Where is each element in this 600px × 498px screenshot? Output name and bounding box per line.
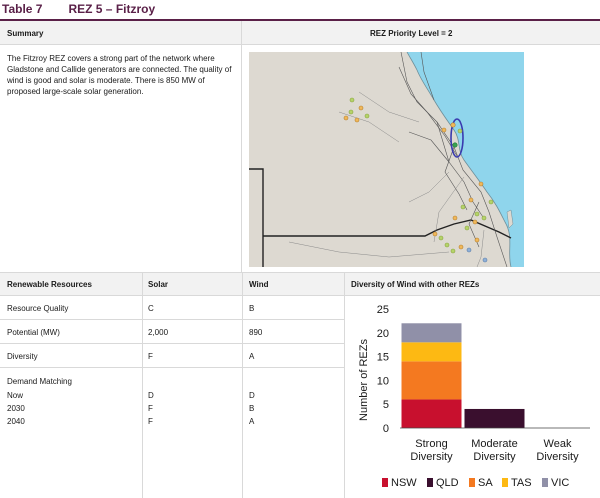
bar-segment-nsw: [401, 399, 462, 428]
summary-header: Summary: [7, 29, 44, 38]
legend-swatch-nsw: [382, 478, 388, 487]
table-cell-solar: F: [148, 417, 153, 426]
x-tick-label: Strong Diversity: [410, 438, 453, 463]
table-row-label: Diversity: [7, 352, 38, 361]
column-divider: [241, 21, 242, 272]
table-row-label: Now: [7, 391, 24, 400]
y-tick-label: 25: [377, 304, 389, 316]
diversity-header: Diversity of Wind with other REZs: [351, 280, 480, 289]
x-tick-label: Moderate Diversity: [471, 438, 517, 463]
title-underline: [0, 19, 600, 21]
table-title: Table 7 REZ 5 – Fitzroy: [0, 0, 600, 18]
bar-segment-tas: [401, 342, 462, 362]
legend-label: SA: [478, 477, 493, 489]
y-tick-label: 20: [377, 328, 389, 340]
table-cell-solar: 2,000: [148, 328, 169, 337]
column-divider: [142, 273, 143, 498]
table-cell-wind: B: [249, 304, 255, 313]
table-row-label: Resource Quality: [7, 304, 69, 313]
legend-label: QLD: [436, 477, 459, 489]
rez-map: [249, 52, 524, 267]
divider: [0, 295, 600, 296]
legend-label: NSW: [391, 477, 417, 489]
summary-text: The Fitzroy REZ covers a strong part of …: [7, 54, 232, 96]
y-tick-label: 10: [377, 375, 389, 387]
table-cell-wind: A: [249, 417, 255, 426]
legend-swatch-vic: [542, 478, 548, 487]
state-border: [249, 168, 264, 267]
bar-segment-sa: [401, 361, 462, 400]
y-axis-label: Number of REZs: [358, 339, 370, 421]
table-cell-solar: F: [148, 352, 153, 361]
legend-label: TAS: [511, 477, 532, 489]
resources-header: Renewable Resources: [7, 280, 92, 289]
demand-label: Demand Matching: [7, 377, 72, 386]
priority-level: REZ Priority Level = 2: [370, 29, 453, 38]
table-row-label: 2030: [7, 404, 25, 413]
table-cell-solar: F: [148, 404, 153, 413]
table-row-label: 2040: [7, 417, 25, 426]
table-row-label: Potential (MW): [7, 328, 60, 337]
table-cell-wind: A: [249, 352, 255, 361]
wind-header: Wind: [249, 280, 269, 289]
legend-swatch-qld: [427, 478, 433, 487]
table-cell-wind: 890: [249, 328, 263, 337]
y-tick-label: 5: [383, 399, 389, 411]
legend-swatch-sa: [469, 478, 475, 487]
table-name: REZ 5 – Fitzroy: [68, 2, 156, 16]
divider: [0, 343, 345, 344]
divider: [0, 319, 345, 320]
column-divider: [344, 273, 345, 498]
table-cell-solar: D: [148, 391, 154, 400]
summary-header-band: [0, 21, 600, 44]
table-cell-wind: D: [249, 391, 255, 400]
bar-segment-qld: [464, 408, 525, 428]
legend-label: VIC: [551, 477, 569, 489]
table-cell-solar: C: [148, 304, 154, 313]
solar-header: Solar: [148, 280, 169, 289]
column-divider: [242, 273, 243, 498]
divider: [0, 272, 600, 273]
coastline: [406, 52, 512, 267]
ocean: [407, 52, 524, 267]
diversity-chart-svg: 0 5 10 15 20 25 Strong Diversity Moderate Divers…: [358, 304, 590, 489]
island: [506, 209, 514, 229]
state-border: [263, 219, 512, 239]
rez-outline: [450, 118, 464, 158]
bar-segment-vic: [401, 323, 462, 343]
table-cell-wind: B: [249, 404, 255, 413]
legend-swatch-tas: [502, 478, 508, 487]
y-tick-label: 0: [383, 423, 389, 435]
divider: [0, 367, 345, 368]
diversity-chart: 0 5 10 15 20 25 Strong Diversity Moderate Divers…: [345, 296, 600, 498]
y-tick-label: 15: [377, 352, 389, 364]
x-tick-label: Weak Diversity: [536, 438, 579, 463]
divider: [0, 44, 600, 45]
table-number: Table 7: [2, 2, 43, 16]
resources-header-band: [0, 273, 600, 295]
